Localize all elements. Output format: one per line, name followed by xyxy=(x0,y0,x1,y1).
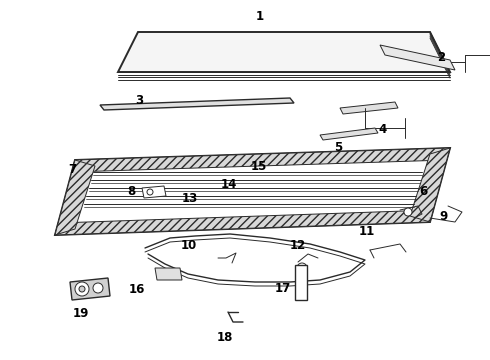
Text: 12: 12 xyxy=(290,239,306,252)
Text: 11: 11 xyxy=(358,225,375,238)
Text: 8: 8 xyxy=(127,185,135,198)
Polygon shape xyxy=(55,148,450,235)
Text: 5: 5 xyxy=(334,141,342,154)
Text: 10: 10 xyxy=(180,239,197,252)
Circle shape xyxy=(297,263,307,273)
Text: 1: 1 xyxy=(256,10,264,23)
Polygon shape xyxy=(295,265,307,300)
Polygon shape xyxy=(320,128,378,140)
Text: 18: 18 xyxy=(216,331,233,344)
Text: 13: 13 xyxy=(182,192,198,205)
Text: 7: 7 xyxy=(69,163,76,176)
Polygon shape xyxy=(72,148,450,172)
Text: 17: 17 xyxy=(275,282,292,295)
Polygon shape xyxy=(118,32,450,72)
Polygon shape xyxy=(380,45,455,70)
Polygon shape xyxy=(55,210,433,235)
Circle shape xyxy=(93,283,103,293)
Text: 9: 9 xyxy=(440,210,447,223)
Text: 14: 14 xyxy=(221,178,238,191)
Polygon shape xyxy=(70,278,110,300)
Polygon shape xyxy=(410,148,450,222)
Text: 19: 19 xyxy=(73,307,89,320)
Text: 4: 4 xyxy=(378,123,386,136)
Polygon shape xyxy=(55,160,95,235)
Text: 6: 6 xyxy=(420,185,428,198)
Polygon shape xyxy=(155,268,182,280)
Circle shape xyxy=(147,189,153,195)
Text: 2: 2 xyxy=(437,51,445,64)
Polygon shape xyxy=(340,102,398,114)
Text: 16: 16 xyxy=(129,283,146,296)
Polygon shape xyxy=(100,98,294,110)
Circle shape xyxy=(79,286,85,292)
Circle shape xyxy=(75,282,89,296)
Text: 15: 15 xyxy=(250,160,267,173)
Text: 3: 3 xyxy=(136,94,144,107)
Polygon shape xyxy=(142,186,166,198)
Circle shape xyxy=(404,208,412,216)
